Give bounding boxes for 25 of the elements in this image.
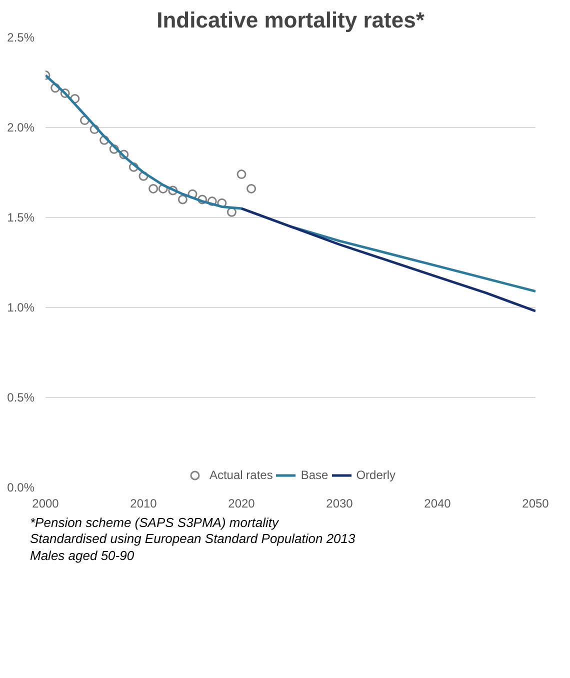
legend-label: Actual rates: [209, 468, 273, 482]
text: Males aged 50-90: [30, 548, 134, 562]
x-tick-label: 2040: [424, 496, 452, 510]
legend-label: Base: [300, 468, 328, 482]
y-tick-label: 1.5%: [7, 210, 35, 224]
point: [236, 170, 246, 180]
chart-title: Indicative mortality rates*: [156, 8, 425, 32]
line-series: [240, 207, 536, 312]
text: *Pension scheme (SAPS S3PMA) mortality: [30, 515, 279, 530]
x-tick-label: 2050: [522, 496, 550, 510]
x-tick-label: 2020: [228, 496, 256, 510]
point: [246, 184, 256, 194]
y-tick-label: 2.5%: [7, 30, 35, 44]
point: [148, 184, 158, 194]
x-tick-label: 2000: [32, 496, 60, 510]
x-tick-label: 2010: [130, 496, 158, 510]
legend-label: Orderly: [356, 468, 396, 482]
point: [178, 194, 188, 204]
x-tick-label: 2030: [326, 496, 354, 510]
text: Standardised using European Standard Population 2013: [30, 531, 356, 546]
y-tick-label: 0.0%: [7, 480, 35, 494]
y-tick-label: 0.5%: [7, 390, 35, 404]
y-tick-label: 1.0%: [7, 300, 35, 314]
point: [226, 207, 236, 217]
y-tick-label: 2.0%: [7, 120, 35, 134]
